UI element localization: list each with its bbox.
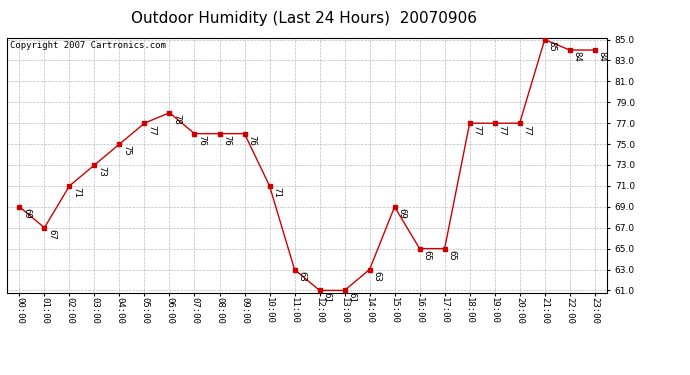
Text: 73: 73 — [97, 166, 106, 177]
Text: Copyright 2007 Cartronics.com: Copyright 2007 Cartronics.com — [10, 41, 166, 50]
Text: 76: 76 — [197, 135, 206, 146]
Text: 61: 61 — [347, 292, 356, 303]
Text: 65: 65 — [447, 250, 456, 261]
Text: Outdoor Humidity (Last 24 Hours)  20070906: Outdoor Humidity (Last 24 Hours) 2007090… — [130, 11, 477, 26]
Text: 84: 84 — [573, 51, 582, 62]
Text: 71: 71 — [72, 187, 81, 198]
Text: 75: 75 — [122, 146, 131, 156]
Text: 69: 69 — [397, 208, 406, 219]
Text: 63: 63 — [297, 271, 306, 282]
Text: 77: 77 — [497, 124, 506, 135]
Text: 77: 77 — [473, 124, 482, 135]
Text: 77: 77 — [147, 124, 156, 135]
Text: 85: 85 — [547, 41, 556, 52]
Text: 71: 71 — [273, 187, 282, 198]
Text: 76: 76 — [222, 135, 231, 146]
Text: 67: 67 — [47, 229, 56, 240]
Text: 84: 84 — [598, 51, 607, 62]
Text: 77: 77 — [522, 124, 531, 135]
Text: 76: 76 — [247, 135, 256, 146]
Text: 78: 78 — [172, 114, 181, 125]
Text: 69: 69 — [22, 208, 31, 219]
Text: 65: 65 — [422, 250, 431, 261]
Text: 61: 61 — [322, 292, 331, 303]
Text: 63: 63 — [373, 271, 382, 282]
